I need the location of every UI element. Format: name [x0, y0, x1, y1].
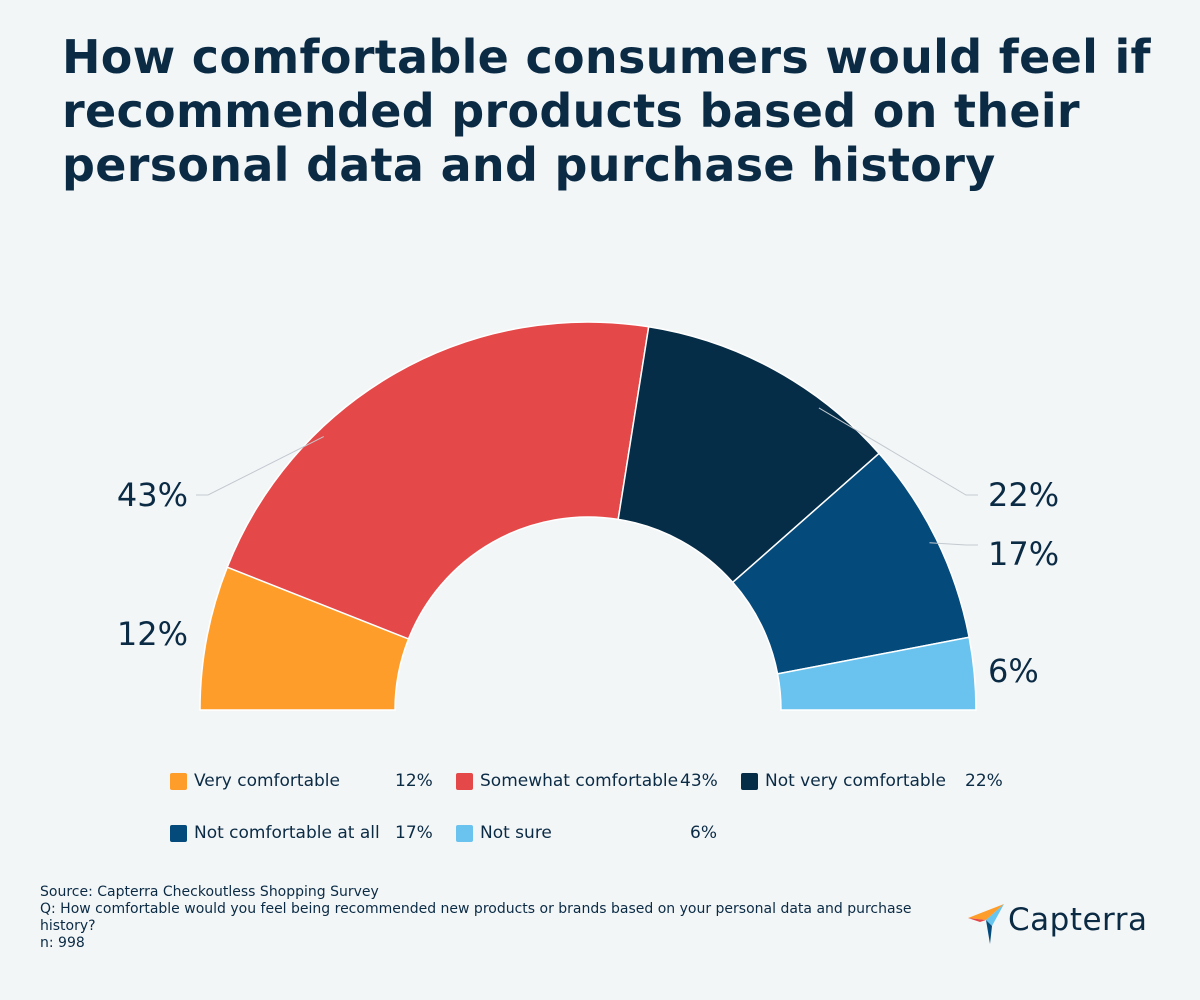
capterra-logo: Capterra	[966, 902, 1166, 946]
leader-line-not-very-comfortable	[818, 407, 978, 496]
chart-slices	[199, 321, 977, 711]
value-label-not-comfortable-at-all: 17%	[988, 535, 1059, 573]
chart-source-note: Source: Capterra Checkoutless Shopping S…	[40, 884, 920, 952]
legend-swatch	[456, 773, 473, 790]
chart-leader-lines	[196, 407, 978, 546]
value-label-not-sure: 6%	[988, 652, 1039, 690]
value-label-very-comfortable: 12%	[117, 615, 188, 653]
legend-value: 12%	[395, 771, 433, 791]
source-line: Source: Capterra Checkoutless Shopping S…	[40, 884, 379, 900]
legend-item-not-comfortable-at-all: Not comfortable at all 17%	[170, 820, 435, 846]
legend-swatch	[170, 825, 187, 842]
value-label-somewhat-comfortable: 43%	[117, 476, 188, 514]
page-title: How comfortable consumers would feel if …	[62, 30, 1151, 192]
slice-not-very-comfortable	[617, 325, 881, 584]
legend-item-not-sure: Not sure 6%	[456, 820, 721, 846]
sample-size: n: 998	[40, 935, 85, 951]
legend-label: Not very comfortable	[765, 771, 946, 791]
leader-line-somewhat-comfortable	[196, 436, 324, 496]
legend-label: Very comfortable	[194, 771, 340, 791]
legend-value: 6%	[690, 823, 717, 843]
legend-value: 22%	[965, 771, 1003, 791]
legend-item-not-very-comfortable: Not very comfortable 22%	[741, 768, 1006, 794]
value-label-not-very-comfortable: 22%	[988, 476, 1059, 514]
legend-item-somewhat-comfortable: Somewhat comfortable 43%	[456, 768, 721, 794]
slice-somewhat-comfortable	[226, 321, 650, 640]
legend-swatch	[741, 773, 758, 790]
chart-legend: Very comfortable 12% Somewhat comfortabl…	[170, 768, 1030, 858]
legend-swatch	[456, 825, 473, 842]
slice-not-sure	[776, 636, 977, 711]
legend-value: 43%	[680, 771, 718, 791]
legend-swatch	[170, 773, 187, 790]
legend-label: Not sure	[480, 823, 552, 843]
legend-label: Somewhat comfortable	[480, 771, 679, 791]
question-line: Q: How comfortable would you feel being …	[40, 901, 912, 934]
capterra-arrow-icon	[968, 904, 1004, 944]
chart-value-labels: 12% 43% 22% 17% 6%	[117, 476, 1059, 690]
brand-name: Capterra	[1008, 902, 1148, 938]
legend-label: Not comfortable at all	[194, 823, 380, 843]
leader-line-not-comfortable-at-all	[929, 542, 978, 546]
legend-item-very-comfortable: Very comfortable 12%	[170, 768, 435, 794]
legend-value: 17%	[395, 823, 433, 843]
